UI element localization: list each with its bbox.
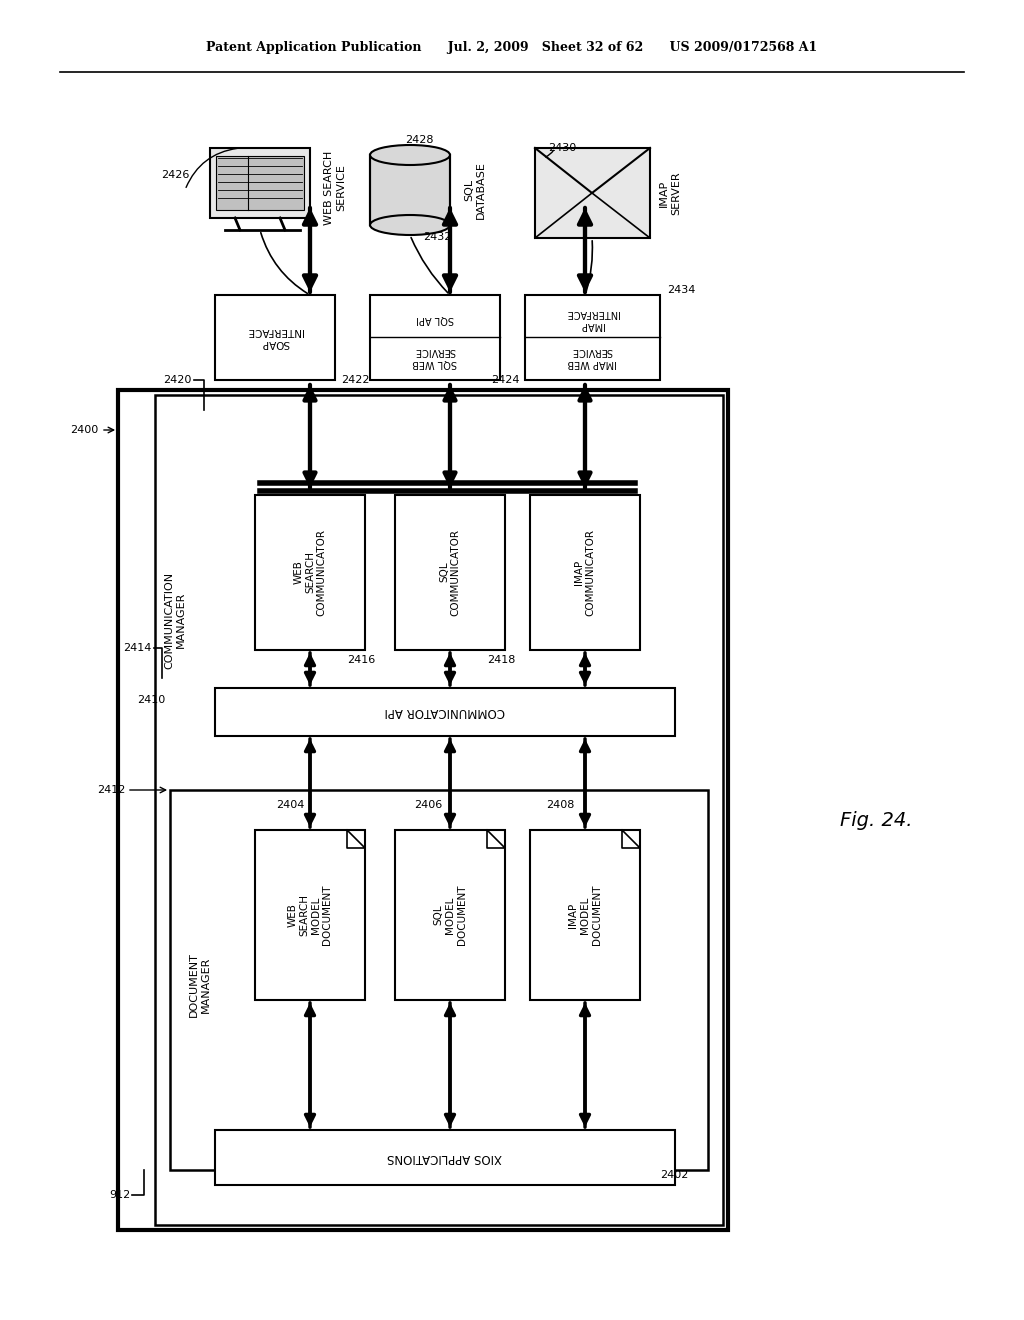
Text: COMMUNICATION
MANAGER: COMMUNICATION MANAGER [164, 572, 185, 668]
Bar [215, 688, 675, 737]
Text: IMAP
MODEL
DOCUMENT: IMAP MODEL DOCUMENT [568, 884, 602, 945]
Text: Patent Application Publication      Jul. 2, 2009   Sheet 32 of 62      US 2009/0: Patent Application Publication Jul. 2, 2… [207, 41, 817, 54]
Bar [215, 1130, 675, 1185]
Bar [370, 294, 500, 380]
Text: 2422: 2422 [341, 375, 370, 385]
Text: SQL
COMMUNICATOR: SQL COMMUNICATOR [439, 528, 461, 615]
Text: 2418: 2418 [486, 655, 515, 665]
Text: IMAP
INTERFACE: IMAP INTERFACE [565, 308, 618, 330]
Bar [216, 156, 304, 210]
Bar [395, 495, 505, 649]
Bar [255, 830, 365, 1001]
Text: SOAP
INTERFACE: SOAP INTERFACE [247, 326, 303, 347]
Text: 2404: 2404 [275, 800, 304, 810]
Bar [215, 294, 335, 380]
Text: 2412: 2412 [96, 785, 125, 795]
Text: IMAP
SERVER: IMAP SERVER [659, 172, 681, 215]
Text: IMAP WEB
SERVICE: IMAP WEB SERVICE [567, 346, 616, 368]
Text: 2426: 2426 [161, 170, 189, 180]
Bar [535, 148, 650, 238]
Text: 912: 912 [109, 1191, 130, 1200]
Bar [255, 495, 365, 649]
Text: SQL
MODEL
DOCUMENT: SQL MODEL DOCUMENT [433, 884, 467, 945]
Bar [530, 495, 640, 649]
Text: DOCUMENT
MANAGER: DOCUMENT MANAGER [189, 953, 211, 1018]
Text: 2414: 2414 [124, 643, 152, 653]
Text: 2416: 2416 [347, 655, 375, 665]
Text: 2432: 2432 [424, 232, 452, 242]
Text: IMAP
COMMUNICATOR: IMAP COMMUNICATOR [574, 528, 596, 615]
Bar [155, 395, 723, 1225]
Text: WEB SEARCH
SERVICE: WEB SEARCH SERVICE [325, 150, 346, 226]
Text: WEB
SEARCH
COMMUNICATOR: WEB SEARCH COMMUNICATOR [294, 528, 327, 615]
Text: SQL API: SQL API [416, 314, 454, 323]
Text: SQL WEB
SERVICE: SQL WEB SERVICE [413, 346, 458, 368]
Ellipse shape [370, 215, 450, 235]
Text: 2400: 2400 [70, 425, 98, 436]
Text: 2428: 2428 [406, 135, 433, 145]
Text: 2420: 2420 [164, 375, 193, 385]
Text: 2408: 2408 [546, 800, 574, 810]
Text: 2406: 2406 [414, 800, 442, 810]
Text: 2430: 2430 [548, 143, 577, 153]
Bar [395, 830, 505, 1001]
Text: XIOS APPLICATIONS: XIOS APPLICATIONS [387, 1151, 503, 1163]
Bar [210, 148, 310, 218]
Bar [370, 154, 450, 224]
Text: COMMUNICATOR API: COMMUNICATOR API [385, 705, 505, 718]
Text: Fig. 24.: Fig. 24. [840, 810, 912, 829]
Bar [170, 789, 708, 1170]
Bar [530, 830, 640, 1001]
Text: WEB
SEARCH
MODEL
DOCUMENT: WEB SEARCH MODEL DOCUMENT [288, 884, 333, 945]
Text: 2402: 2402 [660, 1170, 688, 1180]
Text: 2410: 2410 [137, 696, 165, 705]
Text: 2424: 2424 [492, 375, 520, 385]
Text: 2434: 2434 [667, 285, 695, 294]
Text: SQL
DATABASE: SQL DATABASE [464, 161, 485, 219]
Bar [118, 389, 728, 1230]
Ellipse shape [370, 145, 450, 165]
Bar [525, 294, 660, 380]
